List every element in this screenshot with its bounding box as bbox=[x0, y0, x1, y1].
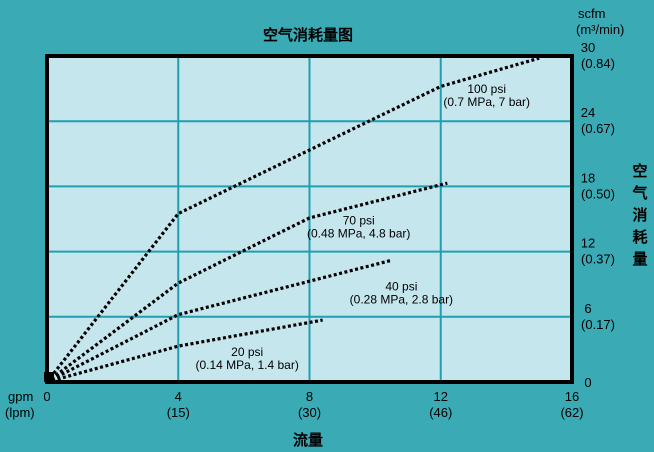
series-label-line: (0.7 MPa, 7 bar) bbox=[443, 95, 530, 109]
y-axis-label-char: 消 bbox=[632, 206, 647, 224]
series-line-70-psi bbox=[46, 181, 448, 384]
series-label-100-psi: 100 psi (0.7 MPa, 7 bar) bbox=[443, 82, 530, 109]
x-axis-label: 流量 bbox=[293, 431, 323, 449]
series-label-line: 100 psi bbox=[467, 82, 506, 96]
x-tick-label: 8 bbox=[306, 389, 313, 404]
plot-frame bbox=[45, 54, 574, 384]
series-label-line: 40 psi bbox=[385, 280, 417, 294]
y-tick-sublabel: (0.84) bbox=[581, 56, 615, 71]
series-label-line: (0.48 MPa, 4.8 bar) bbox=[307, 226, 410, 240]
y-tick-sublabel: (0.50) bbox=[581, 186, 615, 201]
y-tick-label: 18 bbox=[581, 170, 595, 185]
series-label-70-psi: 70 psi (0.48 MPa, 4.8 bar) bbox=[307, 213, 410, 240]
x-unit-top: gpm bbox=[8, 389, 33, 404]
y-tick-label: 24 bbox=[581, 105, 595, 120]
series-label-20-psi: 20 psi (0.14 MPa, 1.4 bar) bbox=[195, 345, 298, 372]
x-tick-sublabel: (30) bbox=[298, 405, 321, 420]
chart-title: 空气消耗量图 bbox=[263, 26, 353, 44]
series-label-40-psi: 40 psi (0.28 MPa, 2.8 bar) bbox=[350, 280, 453, 307]
y-unit-top: scfm bbox=[578, 6, 605, 21]
y-tick-sublabel: (0.37) bbox=[581, 252, 615, 267]
series-label-line: (0.14 MPa, 1.4 bar) bbox=[195, 358, 298, 372]
x-tick-label: 4 bbox=[175, 389, 182, 404]
x-tick-label: 12 bbox=[434, 389, 448, 404]
y-tick-sublabel: (0.17) bbox=[581, 317, 615, 332]
x-tick-sublabel: (62) bbox=[560, 405, 583, 420]
y-axis-label-char: 量 bbox=[632, 251, 647, 268]
y-tick-label: 6 bbox=[584, 301, 591, 316]
series-label-line: 20 psi bbox=[231, 345, 263, 359]
series-line-20-psi bbox=[46, 318, 323, 384]
series-label-line: 70 psi bbox=[343, 213, 375, 227]
x-tick-sublabel: (15) bbox=[167, 405, 190, 420]
series-line-40-psi bbox=[46, 258, 392, 384]
y-unit-bottom: (m³/min) bbox=[576, 22, 624, 37]
y-axis-label: 空气消耗量 bbox=[631, 162, 647, 268]
series-label-line: (0.28 MPa, 2.8 bar) bbox=[350, 293, 453, 307]
x-tick-sublabel: (46) bbox=[429, 405, 452, 420]
y-tick-label: 30 bbox=[581, 40, 595, 55]
y-tick-label: 0 bbox=[584, 375, 591, 390]
x-tick-label: 16 bbox=[565, 389, 579, 404]
x-tick-label: 0 bbox=[43, 389, 50, 404]
y-axis-label-char: 耗 bbox=[632, 229, 647, 246]
series-line-100-psi bbox=[45, 56, 540, 383]
y-axis-label-char: 气 bbox=[631, 184, 647, 202]
y-tick-label: 12 bbox=[581, 236, 595, 251]
origin-marker bbox=[44, 372, 54, 382]
x-unit-bottom: (lpm) bbox=[5, 405, 35, 420]
y-axis-label-char: 空 bbox=[632, 162, 647, 180]
y-tick-sublabel: (0.67) bbox=[581, 121, 615, 136]
